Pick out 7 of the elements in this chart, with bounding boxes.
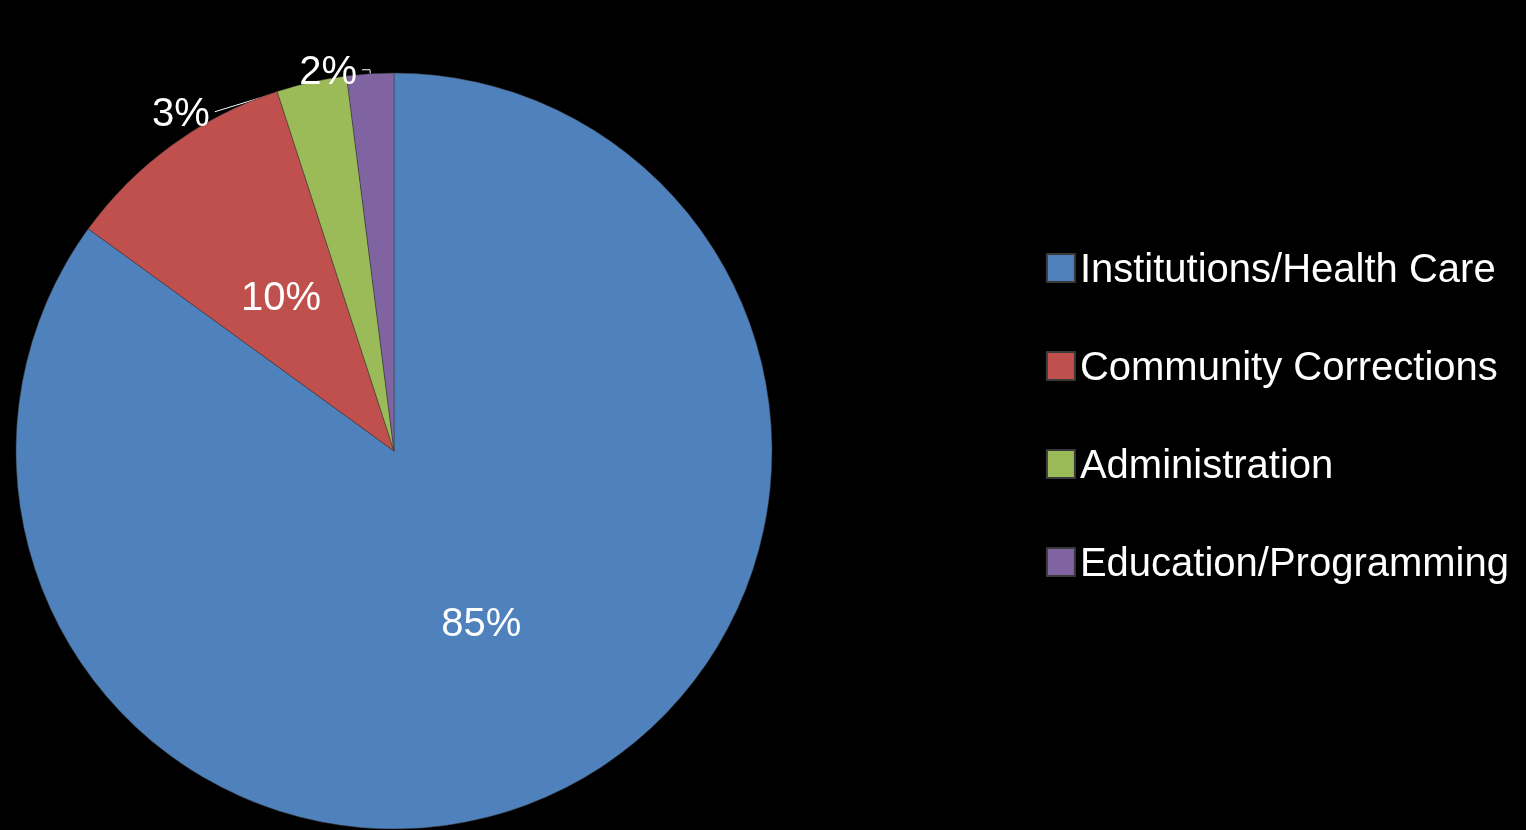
legend-label: Community Corrections xyxy=(1079,344,1498,388)
data-label: 3% xyxy=(151,89,210,134)
data-label: 85% xyxy=(441,600,522,645)
legend-label: Institutions/Health Care xyxy=(1079,246,1496,290)
data-label: 10% xyxy=(241,273,322,318)
legend-label: Education/Programming xyxy=(1079,540,1510,584)
legend-label: Administration xyxy=(1079,442,1334,486)
